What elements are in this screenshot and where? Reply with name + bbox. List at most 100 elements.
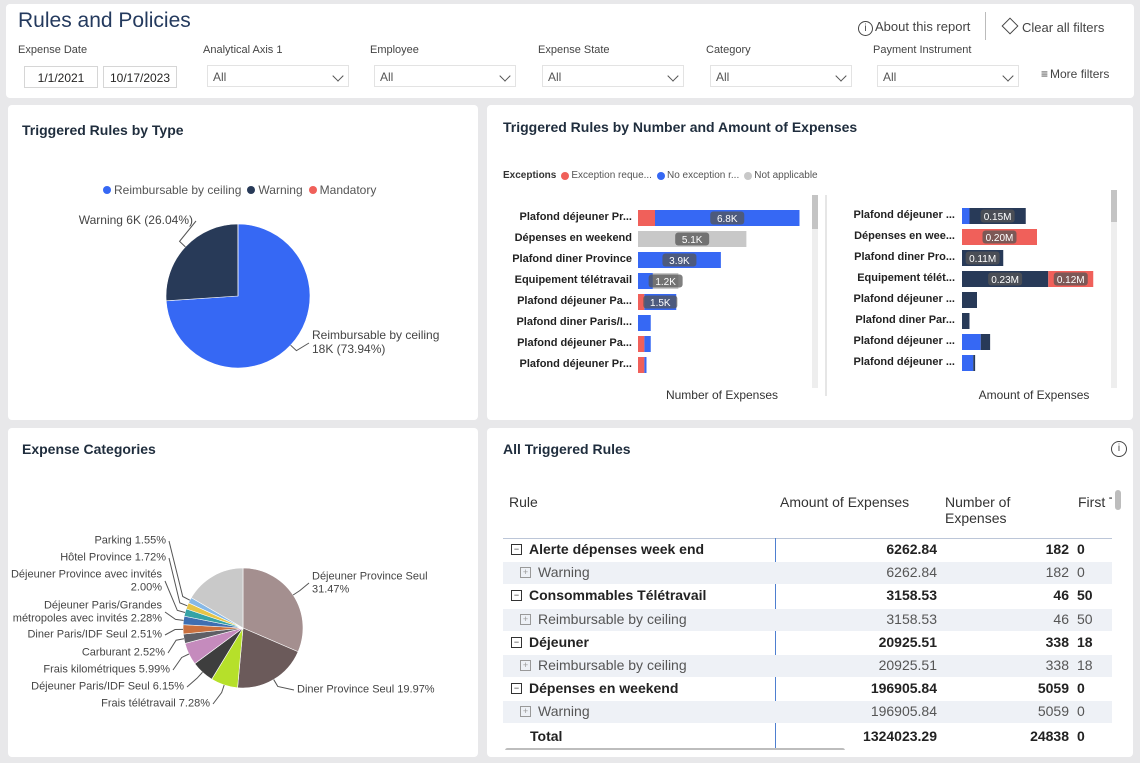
- chart-title: Expense Categories: [22, 441, 156, 457]
- chevron: [835, 70, 847, 82]
- more-filters-button[interactable]: ≡ More filters: [1041, 67, 1109, 81]
- dropdown-value: All: [883, 70, 897, 84]
- number-cell: 5059: [1037, 680, 1069, 697]
- collapse-icon[interactable]: −: [511, 544, 522, 555]
- leader-line: [172, 653, 190, 671]
- filter-label: Category: [706, 44, 751, 56]
- number-cell: 182: [1045, 541, 1069, 557]
- category-label: Plafond diner Paris/I...: [516, 316, 632, 328]
- dropdown[interactable]: All: [710, 65, 852, 87]
- label-pill: [965, 251, 1000, 265]
- rule-cell: Dépenses en weekend: [529, 680, 679, 697]
- info-icon: i: [858, 21, 873, 36]
- dropdown[interactable]: All: [207, 65, 349, 87]
- date-input[interactable]: 1/1/2021: [24, 66, 98, 88]
- collapse-icon[interactable]: −: [511, 636, 522, 648]
- bar-segment: [638, 336, 645, 352]
- category-label: Equipement télétravail: [514, 274, 632, 286]
- legend-title: Exceptions: [503, 170, 557, 181]
- category-label: Plafond diner Pro...: [854, 251, 955, 263]
- expand-icon[interactable]: +: [520, 660, 531, 671]
- bar-segment: [962, 334, 981, 350]
- value-label: 0.11M: [969, 254, 996, 265]
- legend-dot: [561, 171, 570, 180]
- leader-line: [164, 611, 184, 621]
- value-label: Reimbursable by ceiling 18K (73.94%): [312, 328, 440, 356]
- amount-cell: 20925.51: [878, 657, 937, 673]
- value-label: 0.23M: [991, 275, 1019, 286]
- value-label: 6.15%: [152, 680, 184, 693]
- number-cell: 5059: [1037, 703, 1069, 720]
- expand-icon[interactable]: +: [520, 706, 531, 718]
- dropdown[interactable]: All: [542, 65, 684, 87]
- clear-filters-label: Clear all filters: [1022, 20, 1105, 35]
- category-name: Déjeuner Paris/IDF Seul: [31, 680, 150, 693]
- category-label: Plafond déjeuner Pr...: [519, 358, 632, 370]
- leader-line: [164, 580, 186, 613]
- number-cell: 46: [1053, 610, 1069, 627]
- dropdown-value: All: [548, 70, 562, 84]
- data-label: Carburant 2.52%: [82, 647, 165, 660]
- table: Rule Amount of Expenses Number of Expenses…: [503, 480, 1112, 750]
- category-label: Plafond déjeuner Pr...: [519, 211, 632, 223]
- label-pill: [648, 274, 683, 288]
- legend-item: Warning: [247, 183, 303, 197]
- info-icon[interactable]: i: [1111, 441, 1127, 457]
- about-label: About this report: [875, 19, 971, 34]
- leader-line: [186, 671, 203, 688]
- number-cell: 46: [1053, 587, 1069, 604]
- legend-dot: [744, 171, 753, 180]
- leader-line: [292, 582, 310, 596]
- chart-title: Triggered Rules by Number and Amount of …: [503, 119, 858, 135]
- dropdown[interactable]: All: [877, 65, 1019, 87]
- divider: [985, 12, 986, 40]
- bar-segment: [962, 208, 970, 224]
- expand-icon[interactable]: +: [520, 613, 531, 625]
- scrollbar: [812, 195, 818, 388]
- about-button[interactable]: i About this report: [858, 19, 970, 36]
- label-pill: [1053, 272, 1088, 286]
- leader-line: [167, 638, 185, 654]
- amount-cell: 6262.84: [886, 564, 937, 581]
- bar-segment: [644, 336, 651, 352]
- amount-cell: 1324023.29: [863, 727, 937, 744]
- column-header: Rule: [509, 494, 538, 510]
- column-rule: [775, 538, 776, 748]
- amount-cell: 6262.84: [886, 541, 937, 557]
- category-label: Plafond déjeuner Pa...: [517, 337, 632, 349]
- collapse-icon[interactable]: −: [511, 590, 522, 602]
- rule-cell: Déjeuner: [529, 633, 589, 650]
- v-scrollbar: [1115, 490, 1121, 510]
- collapse-icon[interactable]: −: [511, 683, 522, 695]
- leader-line: [273, 679, 295, 691]
- clear-filters-button[interactable]: Clear all filters: [1001, 17, 1105, 35]
- legend-item: Not applicable: [744, 170, 818, 181]
- filter-label: Expense State: [538, 44, 610, 56]
- category-label: Plafond déjeuner ...: [853, 293, 955, 305]
- rule-cell: Warning: [538, 564, 590, 581]
- value-label: Warning 6K (26.04%): [78, 213, 193, 228]
- legend-item: Reimbursable by ceiling: [103, 183, 241, 197]
- expand-icon[interactable]: +: [520, 567, 531, 579]
- data-label: Diner Province Seul 19.97%: [297, 684, 437, 697]
- first-cell: 0: [1077, 541, 1085, 557]
- bar-segment: [962, 355, 974, 371]
- bar-segment: [638, 357, 645, 373]
- column-header: First T: [1078, 494, 1112, 510]
- filter-label: Expense Date: [18, 44, 88, 56]
- first-cell: 0: [1077, 564, 1085, 581]
- value-label: 1.2K: [655, 277, 676, 288]
- rule-cell: Reimbursable by ceiling: [538, 657, 687, 673]
- date-input[interactable]: 10/17/2023: [103, 66, 177, 88]
- value-label: 3.9K: [669, 256, 690, 267]
- data-label: Frais kilométriques 5.99%: [43, 664, 170, 677]
- date-value: 10/17/2023: [109, 71, 171, 85]
- value-label: 1.72%: [134, 551, 166, 564]
- label-pill: [643, 295, 678, 309]
- data-label: Déjeuner Paris/Grandes métropoles avec i…: [0, 599, 162, 624]
- amount-cell: 20925.51: [878, 633, 937, 650]
- scrollbar-thumb: [812, 195, 818, 229]
- row-band: [503, 562, 1112, 585]
- dropdown[interactable]: All: [374, 65, 516, 87]
- legend-item: Exception reque...: [561, 170, 652, 181]
